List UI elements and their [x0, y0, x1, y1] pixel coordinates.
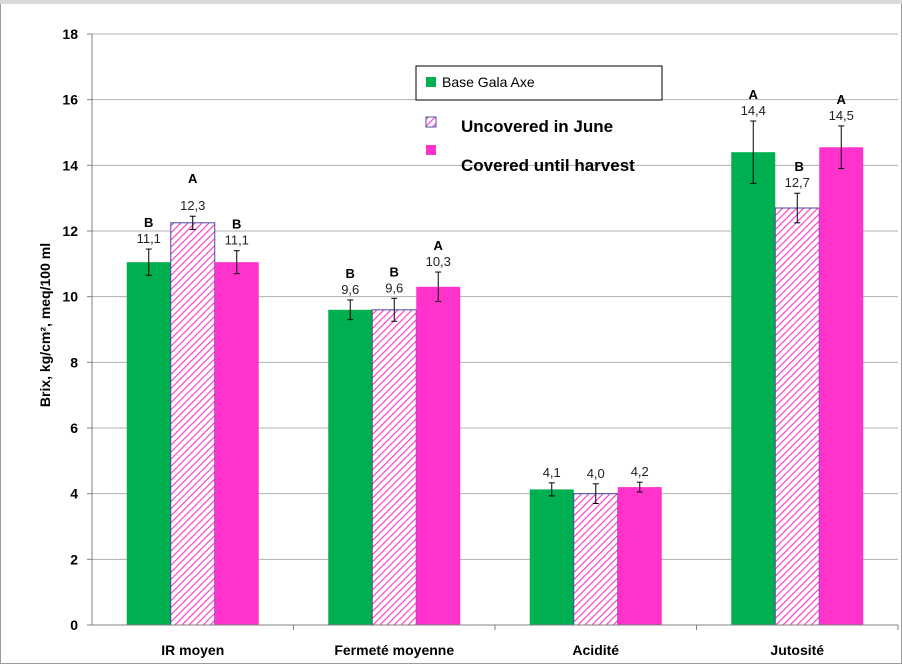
y-tick-label-14: 14 — [62, 157, 78, 173]
y-tick-label-12: 12 — [62, 223, 78, 239]
bar-base-gala-axe-fermete-moyenne — [328, 309, 373, 625]
legend-label-base-gala-axe: Base Gala Axe — [442, 74, 535, 90]
significance-letter-covered-until-harvest-ir-moyen: B — [232, 217, 241, 232]
bar-covered-until-harvest-acidite — [617, 487, 662, 625]
bar-base-gala-axe-jutosite — [731, 152, 776, 625]
data-label-uncovered-in-june-acidite: 4,0 — [587, 466, 605, 481]
x-tick-label-ir-moyen: IR moyen — [161, 642, 224, 658]
significance-letter-base-gala-axe-fermete-moyenne: B — [346, 266, 355, 281]
y-tick-label-2: 2 — [70, 551, 78, 567]
bar-uncovered-in-june-ir-moyen — [170, 222, 216, 626]
significance-letter-covered-until-harvest-fermete-moyenne: A — [434, 238, 444, 253]
significance-letter-base-gala-axe-ir-moyen: B — [144, 215, 153, 230]
x-tick-label-fermete-moyenne: Fermeté moyenne — [334, 642, 454, 658]
y-tick-label-0: 0 — [70, 617, 78, 633]
legend-label-covered-until-harvest: Covered until harvest — [461, 156, 635, 175]
data-label-uncovered-in-june-fermete-moyenne: 9,6 — [385, 280, 403, 295]
x-tick-label-acidite: Acidité — [572, 642, 619, 658]
data-label-base-gala-axe-acidite: 4,1 — [543, 465, 561, 480]
bar-uncovered-in-june-acidite — [573, 493, 619, 626]
bar-covered-until-harvest-fermete-moyenne — [416, 286, 461, 625]
data-label-base-gala-axe-fermete-moyenne: 9,6 — [341, 282, 359, 297]
bar-uncovered-in-june-jutosite — [774, 207, 820, 626]
top-border-strip — [0, 0, 902, 4]
y-axis-title: Brix, kg/cm², meq/100 ml — [37, 243, 53, 407]
y-tick-label-4: 4 — [70, 486, 78, 502]
y-tick-label-16: 16 — [62, 92, 78, 108]
y-tick-label-18: 18 — [62, 26, 78, 42]
data-label-uncovered-in-june-ir-moyen: 12,3 — [180, 198, 205, 213]
legend: Base Gala Axe Uncovered in June Covered … — [415, 65, 663, 175]
data-label-base-gala-axe-ir-moyen: 11,1 — [137, 231, 161, 246]
significance-letter-uncovered-in-june-jutosite: B — [795, 159, 804, 174]
significance-letter-uncovered-in-june-ir-moyen: A — [188, 171, 198, 186]
significance-letter-covered-until-harvest-jutosite: A — [837, 92, 847, 107]
legend-box — [415, 65, 663, 101]
bar-covered-until-harvest-jutosite — [819, 147, 864, 625]
bar-base-gala-axe-acidite — [529, 489, 574, 625]
data-label-covered-until-harvest-acidite: 4,2 — [631, 464, 649, 479]
data-label-covered-until-harvest-ir-moyen: 11,1 — [225, 233, 249, 248]
legend-swatch-base-gala-axe — [426, 77, 436, 87]
data-label-covered-until-harvest-jutosite: 14,5 — [829, 108, 854, 123]
bar-uncovered-in-june-fermete-moyenne — [371, 309, 417, 626]
data-label-base-gala-axe-jutosite: 14,4 — [741, 103, 766, 118]
data-label-uncovered-in-june-jutosite: 12,7 — [785, 175, 810, 190]
y-tick-label-10: 10 — [62, 289, 78, 305]
x-tick-label-jutosite: Jutosité — [770, 642, 824, 658]
legend-swatch-covered-until-harvest — [426, 145, 436, 155]
bar-base-gala-axe-ir-moyen — [126, 262, 171, 625]
significance-letter-base-gala-axe-jutosite: A — [749, 87, 759, 102]
bar-covered-until-harvest-ir-moyen — [214, 262, 259, 625]
data-label-covered-until-harvest-fermete-moyenne: 10,3 — [426, 254, 451, 269]
y-tick-label-8: 8 — [70, 354, 78, 370]
legend-swatch-uncovered-in-june — [425, 116, 437, 128]
significance-letter-uncovered-in-june-fermete-moyenne: B — [390, 264, 399, 279]
legend-label-uncovered-in-june: Uncovered in June — [461, 117, 613, 136]
y-tick-label-6: 6 — [70, 420, 78, 436]
